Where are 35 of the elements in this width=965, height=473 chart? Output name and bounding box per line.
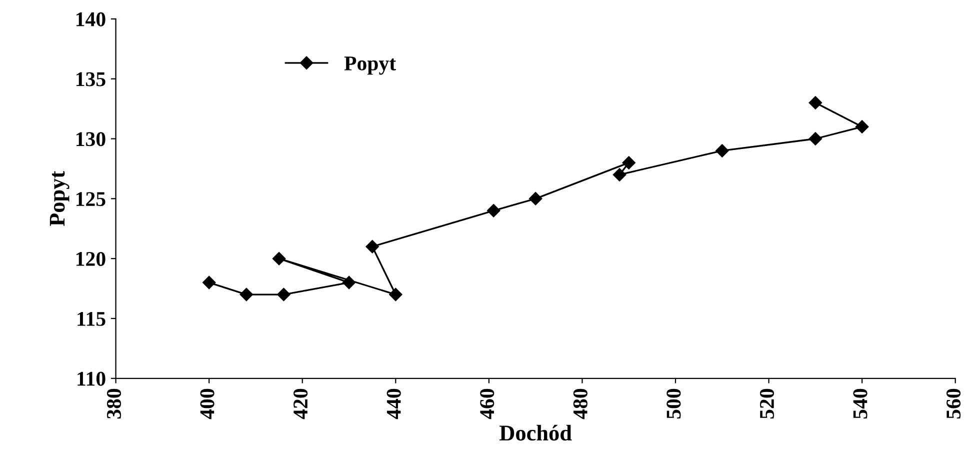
- point: [487, 204, 500, 218]
- legend-label: Popyt: [344, 56, 396, 75]
- point: [612, 168, 626, 182]
- x-tick-label: 420: [294, 388, 308, 420]
- x-tick-label: 540: [853, 388, 868, 419]
- point: [342, 276, 356, 290]
- x-tick-label: 500: [666, 388, 681, 419]
- point: [528, 192, 542, 206]
- y-tick-label: 135: [76, 72, 106, 86]
- x-tick-label: 560: [946, 388, 961, 419]
- y-tick-label: 115: [78, 312, 106, 326]
- y-tick-label: 130: [76, 132, 106, 146]
- point: [240, 288, 253, 302]
- point: [277, 288, 290, 302]
- x-tick-label: 400: [200, 388, 214, 420]
- x-axis-title: Dochód: [500, 424, 572, 441]
- point: [389, 288, 402, 302]
- point: [808, 96, 822, 110]
- point: [808, 132, 822, 146]
- x-tick-label: 480: [573, 388, 588, 420]
- point: [272, 252, 286, 266]
- point: [716, 144, 729, 158]
- x-tick-label: 520: [760, 388, 774, 419]
- y-tick-label: 120: [76, 252, 106, 266]
- point: [202, 276, 216, 290]
- y-tick-label: 140: [76, 12, 106, 26]
- y-axis-title: Popyt: [50, 170, 70, 226]
- x-tick-label: 460: [480, 388, 494, 420]
- point: [622, 156, 636, 170]
- point: [855, 120, 869, 134]
- point: [366, 240, 379, 254]
- x-tick-label: 380: [106, 388, 122, 419]
- y-tick-label: 125: [76, 192, 106, 206]
- y-tick-label: 110: [78, 372, 106, 386]
- x-tick-label: 440: [386, 388, 401, 420]
